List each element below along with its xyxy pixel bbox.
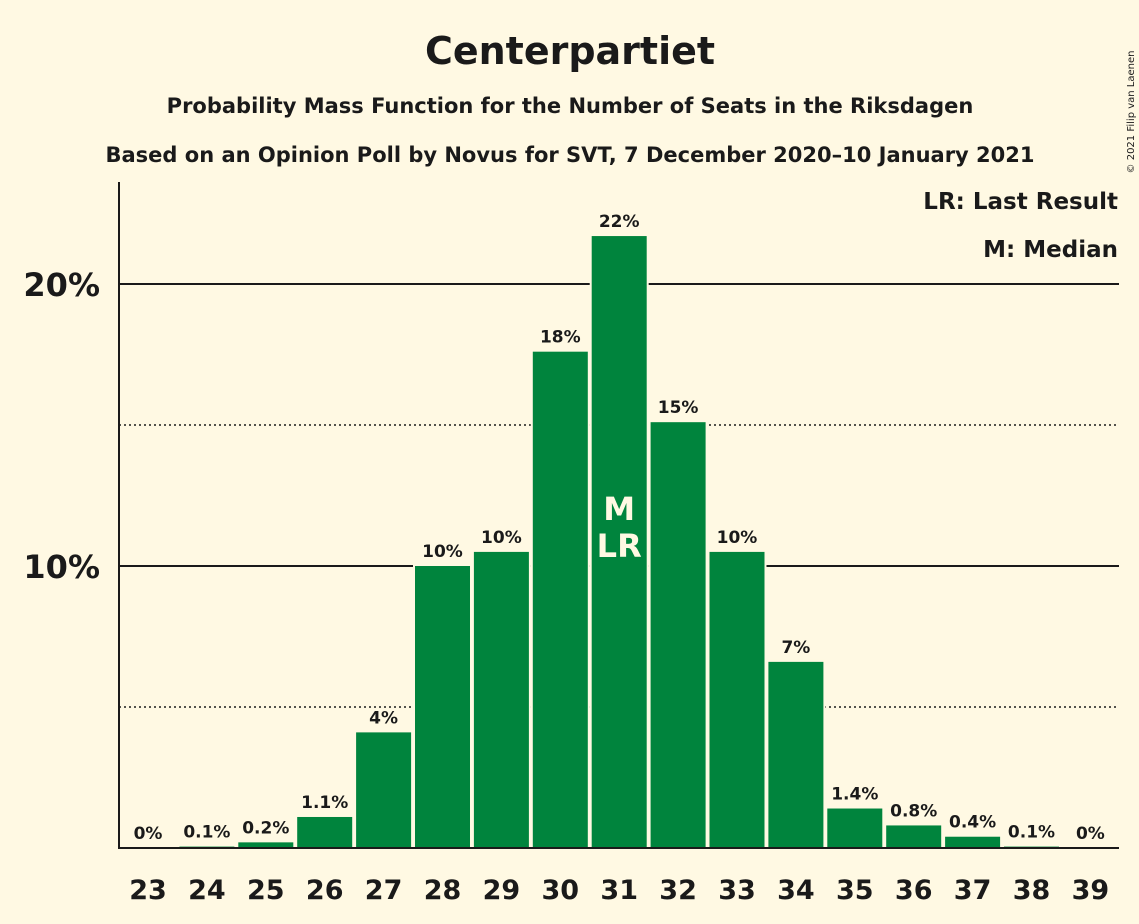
x-tick-label: 36 — [895, 875, 933, 906]
x-tick-label: 38 — [1013, 875, 1051, 906]
y-tick-label: 20% — [23, 266, 100, 304]
bar — [415, 566, 470, 848]
x-tick-label: 29 — [483, 875, 521, 906]
x-tick-label: 32 — [659, 875, 697, 906]
data-label: 0.4% — [949, 813, 996, 833]
data-label: 0% — [1076, 824, 1105, 844]
chart-subtitle: Probability Mass Function for the Number… — [167, 94, 974, 118]
bar-halo — [177, 844, 237, 848]
bar — [709, 551, 765, 848]
legend-last-result: LR: Last Result — [923, 189, 1118, 215]
data-label: 10% — [422, 542, 463, 562]
x-tick-label: 39 — [1072, 875, 1110, 906]
data-label: 0.1% — [183, 823, 230, 843]
bar-halo — [1002, 844, 1061, 848]
x-tick-label: 25 — [247, 875, 285, 906]
data-label: 10% — [717, 528, 758, 548]
data-label: 1.4% — [831, 785, 878, 805]
bar — [886, 825, 942, 848]
bar — [827, 808, 883, 848]
data-label: 10% — [481, 528, 522, 548]
x-tick-label: 23 — [129, 875, 167, 906]
data-label: 0.1% — [1008, 823, 1055, 843]
legend-median: M: Median — [983, 237, 1118, 263]
data-label: 0.8% — [890, 801, 937, 821]
y-axis-ticks: 10% 20% — [23, 266, 100, 586]
x-tick-label: 35 — [836, 875, 874, 906]
bar — [473, 551, 529, 848]
bar — [297, 816, 353, 848]
median-lastresult-markers: MLR — [597, 490, 642, 565]
x-tick-label: 30 — [542, 875, 580, 906]
bar-series — [177, 234, 1061, 848]
bar — [650, 422, 706, 848]
bar — [532, 351, 588, 848]
x-tick-label: 34 — [777, 875, 815, 906]
data-label: 22% — [599, 212, 640, 232]
data-labels: 0% 0.1% 0.2% 1.1% 4% 10% 10% 18% 22% 15% 10% 7% 1.4%… — [134, 212, 1105, 844]
x-tick-label: 37 — [954, 875, 992, 906]
x-axis-ticks: 23 24 25 26 27 28 29 30 31 32 33 34 35 36 37 38 39 — [129, 875, 1109, 906]
bar — [945, 836, 1001, 848]
data-label: 4% — [369, 708, 398, 728]
y-tick-label: 10% — [23, 548, 100, 586]
x-tick-label: 28 — [424, 875, 462, 906]
data-label: 0% — [134, 824, 163, 844]
data-label: 15% — [658, 398, 699, 418]
x-tick-label: 27 — [365, 875, 403, 906]
bar — [591, 236, 647, 848]
chart-subtitle-source: Based on an Opinion Poll by Novus for SV… — [106, 143, 1035, 167]
data-label: 18% — [540, 328, 581, 348]
copyright-note: © 2021 Filip van Laenen — [1126, 51, 1137, 174]
data-label: 7% — [781, 638, 810, 658]
bar — [768, 661, 824, 848]
x-tick-label: 26 — [306, 875, 344, 906]
last-result-marker: LR — [597, 527, 642, 565]
chart-title: Centerpartiet — [425, 29, 715, 73]
bar — [356, 732, 412, 848]
bar — [238, 842, 294, 848]
data-label: 0.2% — [242, 818, 289, 838]
x-tick-label: 24 — [188, 875, 226, 906]
median-marker: M — [603, 490, 635, 528]
x-tick-label: 31 — [600, 875, 638, 906]
x-tick-label: 33 — [718, 875, 756, 906]
data-label: 1.1% — [301, 793, 348, 813]
